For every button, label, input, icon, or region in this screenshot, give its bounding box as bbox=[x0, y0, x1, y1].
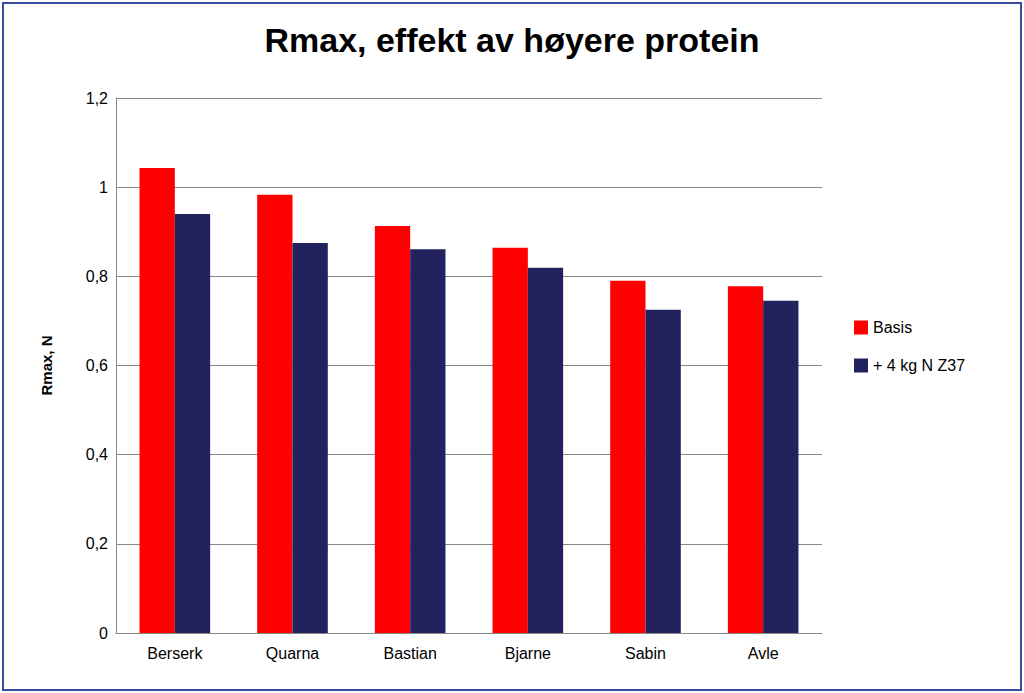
svg-text:0,4: 0,4 bbox=[86, 446, 108, 463]
svg-text:1,2: 1,2 bbox=[86, 90, 108, 107]
svg-text:1: 1 bbox=[99, 179, 108, 196]
svg-text:Bjarne: Bjarne bbox=[505, 645, 551, 662]
svg-text:0,6: 0,6 bbox=[86, 357, 108, 374]
svg-text:+ 4 kg N Z37: + 4 kg N Z37 bbox=[873, 357, 965, 374]
svg-text:0: 0 bbox=[99, 625, 108, 642]
svg-text:0,8: 0,8 bbox=[86, 268, 108, 285]
svg-text:Rmax, N: Rmax, N bbox=[38, 335, 55, 395]
svg-text:Berserk: Berserk bbox=[147, 645, 203, 662]
svg-text:Avle: Avle bbox=[748, 645, 779, 662]
svg-text:Bastian: Bastian bbox=[383, 645, 436, 662]
svg-text:Basis: Basis bbox=[873, 319, 912, 336]
svg-text:0,2: 0,2 bbox=[86, 535, 108, 552]
svg-text:Sabin: Sabin bbox=[625, 645, 666, 662]
svg-text:Rmax, effekt av høyere protein: Rmax, effekt av høyere protein bbox=[264, 21, 759, 59]
svg-text:Quarna: Quarna bbox=[266, 645, 319, 662]
